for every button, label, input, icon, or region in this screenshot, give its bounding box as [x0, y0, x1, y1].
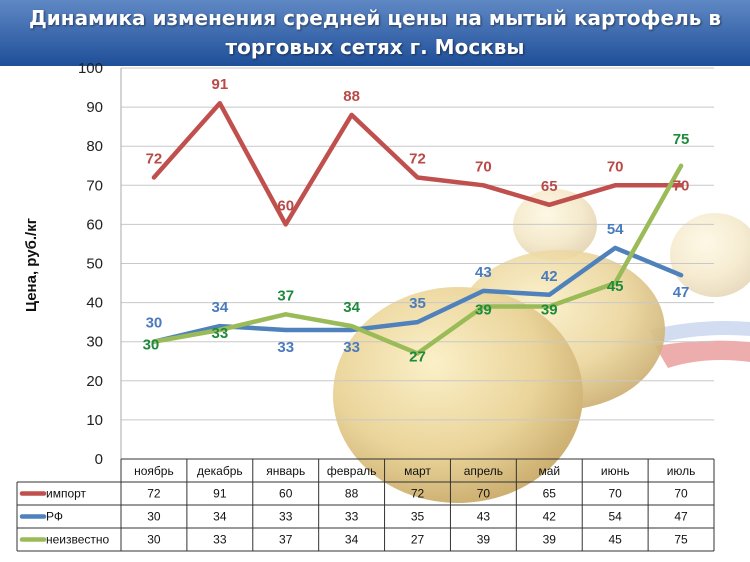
table-cell: 72 [147, 487, 161, 501]
data-label: 39 [475, 302, 492, 319]
table-cell: 33 [279, 510, 293, 524]
data-label: 27 [409, 348, 426, 365]
y-axis-label: Цена, руб./кг [23, 218, 40, 312]
data-label: 34 [343, 299, 360, 316]
table-cell: 70 [608, 487, 622, 501]
table-cell: 47 [674, 510, 688, 524]
table-cell: 43 [477, 510, 491, 524]
table-cell: 34 [345, 533, 359, 547]
chart-title-line1: Динамика изменения средней цены на мытый… [28, 6, 721, 30]
data-label: 75 [673, 131, 690, 148]
y-tick-label: 80 [86, 138, 103, 155]
data-label: 39 [541, 302, 558, 319]
table-cell: 42 [543, 510, 557, 524]
series-line-РФ [151, 245, 684, 344]
y-tick-label: 0 [95, 451, 103, 468]
y-tick-label: 30 [86, 334, 103, 351]
x-category-label: июль [667, 464, 696, 478]
data-label: 30 [146, 315, 163, 332]
table-cell: 45 [608, 533, 622, 547]
data-label: 45 [607, 278, 624, 295]
table-cell: 75 [674, 533, 688, 547]
data-label: 33 [211, 325, 228, 342]
data-label: 91 [211, 76, 228, 93]
table-cell: 72 [411, 487, 425, 501]
y-tick-label: 100 [78, 60, 103, 77]
table-cell: 91 [213, 487, 227, 501]
table-cell: 30 [147, 533, 161, 547]
data-label: 72 [409, 150, 426, 167]
table-cell: 34 [213, 510, 227, 524]
table-cell: 54 [608, 510, 622, 524]
data-label: 70 [607, 158, 624, 175]
table-cell: 35 [411, 510, 425, 524]
series-line-неизвестно [151, 163, 684, 356]
data-label: 70 [475, 158, 492, 175]
potato-background [333, 189, 750, 503]
table-cell: 33 [213, 533, 227, 547]
chart-title: Динамика изменения средней цены на мытый… [0, 0, 750, 66]
table-cell: 33 [345, 510, 359, 524]
data-label: 43 [475, 264, 492, 281]
x-category-label: апрель [464, 464, 503, 478]
y-axis-ticks: 0 10 20 30 40 50 60 70 80 90 100 [78, 60, 103, 468]
x-category-label: январь [266, 464, 305, 478]
series-lines [151, 100, 684, 356]
data-label: 54 [607, 221, 624, 238]
table-cell: 70 [477, 487, 491, 501]
table-cell: 27 [411, 533, 425, 547]
data-label: 37 [277, 287, 294, 304]
legend-label: неизвестно [46, 533, 110, 547]
legend-label: РФ [46, 510, 63, 524]
x-category-label: май [538, 464, 560, 478]
table-cell: 60 [279, 487, 293, 501]
table-cell: 88 [345, 487, 359, 501]
y-tick-label: 50 [86, 256, 103, 273]
y-tick-label: 60 [86, 216, 103, 233]
data-label: 30 [143, 337, 160, 354]
x-category-label: март [404, 464, 431, 478]
x-category-label: февраль [327, 464, 377, 478]
table-cell: 39 [543, 533, 557, 547]
y-tick-label: 40 [86, 295, 103, 312]
data-label: 70 [673, 177, 690, 194]
data-label: 35 [409, 295, 426, 312]
data-label: 60 [277, 197, 294, 214]
data-label: 72 [146, 150, 163, 167]
chart-title-line2: торговых сетях г. Москвы [225, 35, 525, 59]
data-label: 33 [277, 339, 294, 356]
x-category-label: ноябрь [134, 464, 174, 478]
data-label: 42 [541, 268, 558, 285]
x-category-label: декабрь [197, 464, 243, 478]
y-tick-label: 20 [86, 373, 103, 390]
table-cell: 70 [674, 487, 688, 501]
table-cell: 65 [543, 487, 557, 501]
data-label: 88 [343, 88, 360, 105]
data-label: 33 [343, 339, 360, 356]
y-tick-label: 10 [86, 412, 103, 429]
x-category-label: июнь [601, 464, 630, 478]
legend-label: импорт [46, 487, 87, 501]
data-label: 65 [541, 178, 558, 195]
table-cell: 37 [279, 533, 293, 547]
series-line-импорт [151, 100, 684, 227]
data-labels: 72 91 60 88 72 70 65 70 70 30 34 33 33 35 43 42 54 47 30 33… [143, 76, 690, 365]
y-tick-label: 90 [86, 99, 103, 116]
data-label: 34 [211, 299, 228, 316]
data-table: ноябрь декабрь январь февраль март апрель май и… [16, 458, 715, 552]
y-tick-label: 70 [86, 177, 103, 194]
table-cell: 30 [147, 510, 161, 524]
data-label: 47 [673, 284, 690, 301]
table-cell: 39 [477, 533, 491, 547]
